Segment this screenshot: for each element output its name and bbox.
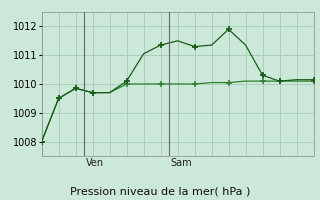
Text: Ven: Ven (86, 158, 104, 168)
Text: Sam: Sam (171, 158, 192, 168)
Text: Pression niveau de la mer( hPa ): Pression niveau de la mer( hPa ) (70, 186, 250, 196)
